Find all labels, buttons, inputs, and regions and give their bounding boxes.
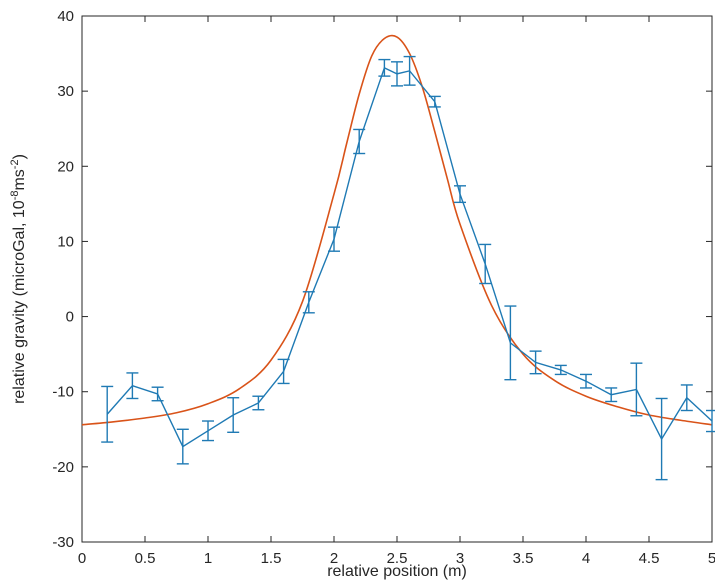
error-bar — [277, 358, 290, 385]
y-tick-label: -20 — [52, 459, 74, 476]
error-bar — [202, 420, 214, 442]
y-label-prefix: relative gravity (microGal, 10 — [11, 200, 28, 404]
y-tick-label: -10 — [52, 384, 74, 401]
x-tick-label: 0.5 — [135, 550, 156, 567]
y-tick-label: 30 — [57, 83, 74, 100]
x-tick-label: 1 — [204, 550, 212, 567]
error-bar — [403, 55, 416, 86]
error-bar — [454, 185, 466, 204]
error-bar — [554, 364, 567, 376]
measured-data-line — [106, 66, 713, 448]
error-bar — [176, 428, 189, 465]
x-tick-label: 2 — [330, 550, 338, 567]
error-bar — [227, 397, 240, 433]
model-curve-line — [81, 34, 713, 426]
error-bar — [302, 291, 315, 314]
error-bar — [630, 362, 643, 417]
x-tick-label: 5 — [708, 550, 715, 567]
error-bar — [353, 128, 366, 155]
error-bar — [605, 387, 618, 403]
error-bar — [378, 58, 391, 77]
y-label-superscript-1: -8 — [9, 191, 21, 201]
model-curve-layer — [81, 34, 713, 426]
x-tick-label: 2.5 — [387, 550, 408, 567]
x-tick-label: 0 — [78, 550, 86, 567]
y-tick-label: 10 — [57, 233, 74, 250]
x-axis-label: relative position (m) — [327, 563, 467, 580]
y-label-superscript-2: -2 — [9, 159, 21, 169]
error-bar — [101, 385, 114, 443]
error-bar — [328, 226, 340, 252]
x-tick-label: 4 — [582, 550, 590, 567]
error-bar — [428, 95, 441, 108]
x-tick-label: 3 — [456, 550, 464, 567]
y-label-suffix: ) — [11, 154, 28, 159]
x-tick-label: 4.5 — [639, 550, 660, 567]
error-bar — [529, 350, 542, 375]
error-bar — [706, 409, 715, 433]
error-bar — [252, 395, 265, 411]
y-tick-label: 20 — [57, 158, 74, 175]
y-tick-labels: -30 -20 -10 0 10 20 30 40 — [52, 8, 74, 551]
tick-marks — [81, 15, 713, 543]
y-tick-label: -30 — [52, 534, 74, 551]
x-tick-label: 1.5 — [261, 550, 282, 567]
y-tick-label: 40 — [57, 8, 74, 25]
error-bar — [479, 243, 492, 285]
error-bar — [680, 384, 693, 412]
error-bar — [504, 305, 517, 381]
y-tick-label: 0 — [66, 309, 74, 326]
y-label-middle: ms — [11, 169, 28, 190]
error-bar — [655, 397, 668, 481]
error-bar — [580, 373, 592, 389]
x-tick-label: 3.5 — [513, 550, 534, 567]
error-bar — [151, 386, 164, 402]
measured-data-layer — [101, 55, 715, 481]
error-bar — [391, 61, 403, 87]
error-bar — [126, 372, 139, 400]
plot-area — [81, 15, 713, 543]
x-tick-labels: 0 0.5 1 1.5 2 2.5 3 3.5 4 4.5 5 — [78, 550, 715, 567]
y-axis-label: relative gravity (microGal, 10-8ms-2) — [9, 154, 28, 404]
